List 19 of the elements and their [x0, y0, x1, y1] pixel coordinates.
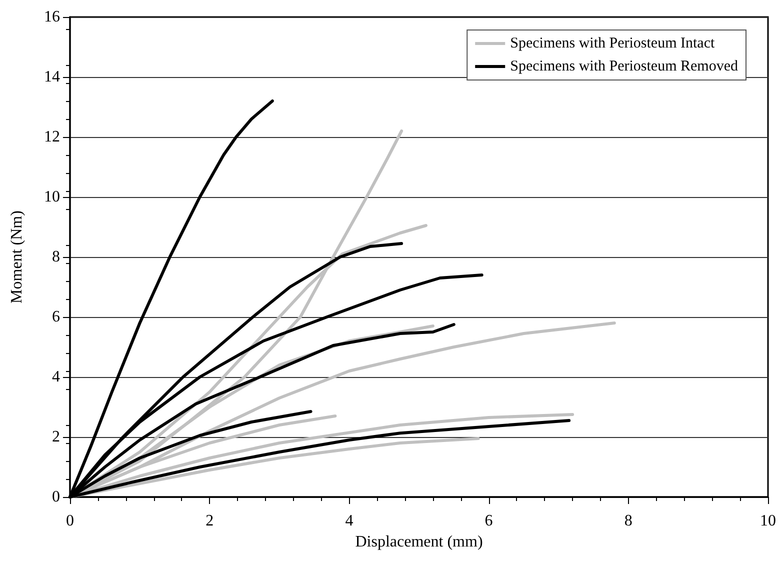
x-tick-label: 0: [66, 512, 74, 530]
x-tick-label: 8: [624, 512, 632, 530]
y-tick-label: 0: [52, 488, 60, 506]
x-tick-label: 10: [760, 512, 776, 530]
y-tick-label: 10: [44, 188, 60, 206]
y-tick-label: 6: [52, 308, 60, 326]
legend-label: Specimens with Periosteum Intact: [510, 36, 716, 52]
y-tick-label: 14: [44, 68, 60, 86]
y-tick-label: 8: [52, 248, 60, 266]
x-axis-title: Displacement (mm): [355, 533, 483, 550]
x-tick-label: 6: [484, 512, 493, 530]
x-tick-label: 4: [345, 512, 354, 530]
y-tick-label: 12: [44, 128, 60, 146]
y-axis-title: Moment (Nm): [8, 210, 26, 304]
x-tick-label: 2: [206, 512, 214, 530]
legend-label: Specimens with Periosteum Removed: [510, 58, 738, 74]
y-tick-label: 2: [52, 428, 60, 446]
y-tick-label: 16: [44, 8, 60, 26]
y-tick-label: 4: [52, 368, 60, 386]
